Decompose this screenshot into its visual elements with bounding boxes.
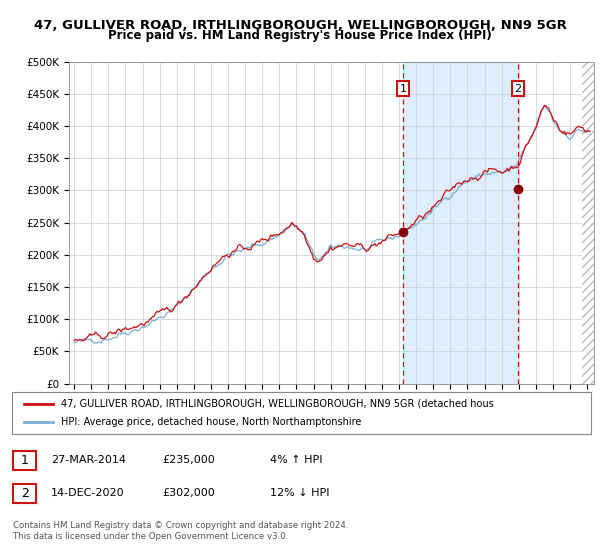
Text: 1: 1 (20, 454, 29, 468)
Text: 2: 2 (515, 83, 521, 94)
Text: 12% ↓ HPI: 12% ↓ HPI (270, 488, 329, 498)
Text: 4% ↑ HPI: 4% ↑ HPI (270, 455, 323, 465)
Text: 2: 2 (20, 487, 29, 500)
Text: Contains HM Land Registry data © Crown copyright and database right 2024.: Contains HM Land Registry data © Crown c… (13, 521, 349, 530)
Text: 14-DEC-2020: 14-DEC-2020 (51, 488, 125, 498)
Bar (582, 62, 594, 384)
Text: £302,000: £302,000 (162, 488, 215, 498)
Text: 1: 1 (400, 83, 406, 94)
Text: 47, GULLIVER ROAD, IRTHLINGBOROUGH, WELLINGBOROUGH, NN9 5GR: 47, GULLIVER ROAD, IRTHLINGBOROUGH, WELL… (34, 19, 566, 32)
Bar (403, 62, 518, 384)
Text: 47, GULLIVER ROAD, IRTHLINGBOROUGH, WELLINGBOROUGH, NN9 5GR (detached hous: 47, GULLIVER ROAD, IRTHLINGBOROUGH, WELL… (61, 399, 494, 409)
Text: £235,000: £235,000 (162, 455, 215, 465)
Text: HPI: Average price, detached house, North Northamptonshire: HPI: Average price, detached house, Nort… (61, 417, 362, 427)
Text: 27-MAR-2014: 27-MAR-2014 (51, 455, 126, 465)
Text: This data is licensed under the Open Government Licence v3.0.: This data is licensed under the Open Gov… (13, 532, 289, 541)
Text: Price paid vs. HM Land Registry's House Price Index (HPI): Price paid vs. HM Land Registry's House … (108, 29, 492, 42)
